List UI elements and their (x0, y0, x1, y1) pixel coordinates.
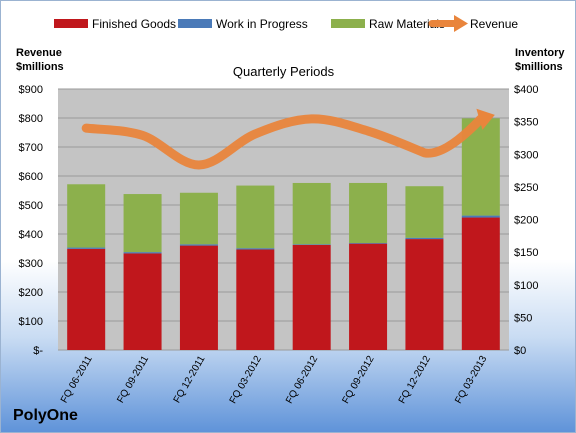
bar-finished-goods (349, 243, 388, 350)
legend-label: Raw Materials (369, 17, 445, 31)
bar-finished-goods (292, 244, 331, 350)
revenue-line (81, 114, 486, 170)
right-tick-label: $200 (514, 215, 538, 227)
bar-raw-materials (179, 192, 218, 245)
left-axis-title-unit: $millions (16, 61, 64, 73)
x-tick-label: FQ 09-2012 (340, 354, 376, 406)
left-tick-label: $100 (19, 316, 43, 328)
x-tick-label: FQ 06-2012 (284, 354, 320, 406)
legend-label: Work in Progress (216, 17, 308, 31)
bar-work-in-progress (123, 252, 162, 254)
x-tick-label: FQ 12-2012 (397, 354, 433, 406)
bar-work-in-progress (179, 244, 218, 246)
chart-title: Quarterly Periods (233, 64, 335, 79)
right-tick-label: $400 (514, 84, 538, 96)
left-tick-label: $200 (19, 287, 43, 299)
company-name: PolyOne (13, 407, 78, 424)
left-axis-title: Revenue (16, 47, 62, 59)
bar-finished-goods (405, 239, 444, 350)
bar-raw-materials (292, 182, 331, 245)
left-tick-label: $- (33, 345, 43, 357)
bar-raw-materials (349, 182, 388, 243)
left-tick-label: $400 (19, 229, 43, 241)
right-tick-label: $300 (514, 149, 538, 161)
x-tick-label: FQ 09-2011 (115, 354, 151, 405)
bar-finished-goods (179, 245, 218, 350)
right-axis-title: Inventory (515, 47, 565, 59)
left-tick-label: $600 (19, 171, 43, 183)
bar-finished-goods (461, 217, 500, 350)
right-tick-label: $100 (514, 280, 538, 292)
bar-work-in-progress (405, 237, 444, 240)
legend-swatch-arrow (454, 15, 468, 32)
right-axis-title-unit: $millions (515, 61, 563, 73)
x-tick-label: FQ 12-2011 (172, 354, 208, 405)
bar-finished-goods (67, 248, 106, 350)
bar-work-in-progress (67, 247, 106, 249)
bar-work-in-progress (461, 215, 500, 218)
x-tick-label: FQ 03-2013 (453, 354, 489, 406)
bar-work-in-progress (236, 248, 275, 250)
legend-swatch (178, 19, 212, 28)
bar-finished-goods (123, 253, 162, 350)
legend-swatch (54, 19, 88, 28)
bar-raw-materials (405, 186, 444, 238)
x-tick-label: FQ 03-2012 (228, 354, 264, 406)
bar-raw-materials (236, 185, 275, 249)
left-tick-label: $900 (19, 84, 43, 96)
left-tick-label: $700 (19, 142, 43, 154)
right-tick-label: $350 (514, 117, 538, 129)
legend-swatch (331, 19, 365, 28)
x-tick-label: FQ 06-2011 (59, 354, 95, 405)
right-tick-label: $250 (514, 182, 538, 194)
revenue-arrowhead (476, 108, 495, 130)
legend-label: Revenue (470, 17, 518, 31)
right-tick-label: $0 (514, 345, 526, 357)
bar-raw-materials (67, 184, 106, 248)
left-tick-label: $500 (19, 200, 43, 212)
legend-label: Finished Goods (92, 17, 176, 31)
left-tick-label: $800 (19, 113, 43, 125)
right-tick-label: $150 (514, 247, 538, 259)
left-tick-label: $300 (19, 258, 43, 270)
bar-work-in-progress (349, 242, 388, 244)
bar-raw-materials (123, 194, 162, 253)
right-tick-label: $50 (514, 312, 532, 324)
bar-finished-goods (236, 249, 275, 350)
bar-work-in-progress (292, 244, 331, 245)
